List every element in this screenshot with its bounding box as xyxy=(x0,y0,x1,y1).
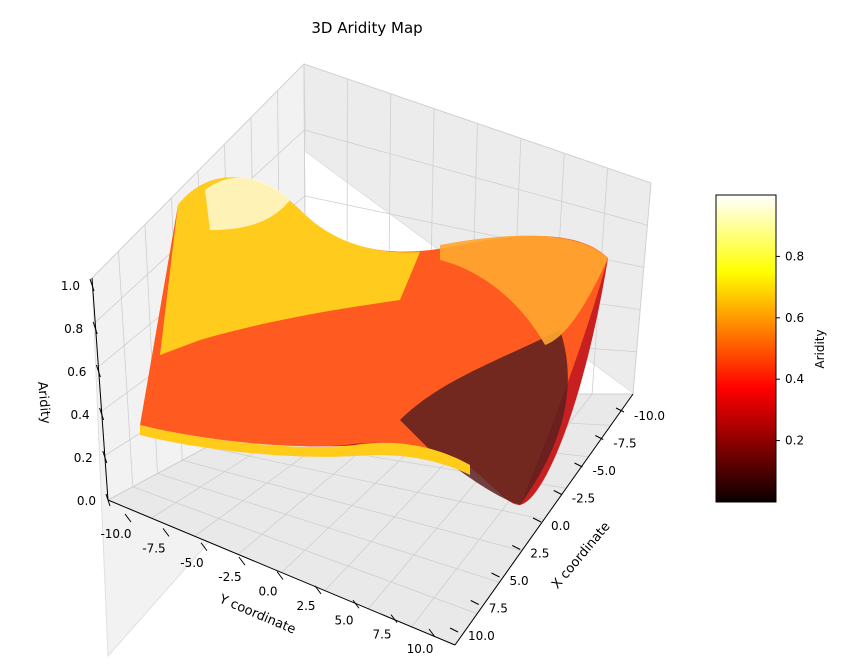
y-tick-label: -10.0 xyxy=(100,527,131,541)
surface-dark-trough xyxy=(400,330,568,505)
x-tick xyxy=(470,600,479,605)
y-axis-line xyxy=(107,499,456,646)
x-tick-label: 5.0 xyxy=(510,574,529,588)
colorbar-tick-label: 0.8 xyxy=(785,249,804,263)
colorbar-label: Aridity xyxy=(813,329,827,368)
surface-front-rim xyxy=(140,425,470,475)
z-axis-line xyxy=(91,277,109,501)
y-tick-label: 5.0 xyxy=(334,613,353,627)
y-tick xyxy=(352,599,360,609)
x-tick-label: 10.0 xyxy=(468,629,495,643)
x-tick xyxy=(449,627,459,633)
y-tick xyxy=(314,585,322,595)
wall-grid-line xyxy=(91,63,305,279)
z-tick-label: 0.6 xyxy=(67,365,86,379)
y-tick xyxy=(162,528,170,537)
floor-grid-line xyxy=(206,446,545,520)
chart-title: 3D Aridity Map xyxy=(311,19,422,37)
z-tick xyxy=(89,278,95,292)
z-tick xyxy=(95,364,101,378)
x-tick xyxy=(574,462,583,468)
colorbar-ticks: 0.2 0.4 0.6 0.8 xyxy=(776,249,804,448)
y-tick xyxy=(390,614,398,623)
x-tick xyxy=(553,490,562,495)
z-tick xyxy=(105,493,111,507)
axes xyxy=(91,277,634,646)
y-tick xyxy=(200,542,208,552)
z-tick-label: 0.2 xyxy=(74,451,93,465)
x-tick-label: 2.5 xyxy=(530,547,549,561)
colorbar-tick-label: 0.4 xyxy=(785,372,804,386)
y-tick xyxy=(276,571,284,580)
y-tick-label: 7.5 xyxy=(372,628,391,642)
x-axis-ticks: -10.0 -7.5 -5.0 -2.50.02.55.07.5 10.0 xyxy=(449,407,665,643)
z-tick-label: 0.4 xyxy=(71,408,90,422)
y-tick xyxy=(428,628,436,638)
colorbar-tick-label: 0.6 xyxy=(785,311,804,325)
y-tick xyxy=(124,513,132,523)
x-tick xyxy=(615,407,625,413)
y-axis-label: Y coordinate xyxy=(216,592,298,638)
y-tick-label: -5.0 xyxy=(180,556,203,570)
wall-grid-line xyxy=(304,129,648,226)
y-tick-label: 2.5 xyxy=(296,599,315,613)
x-tick-label: -7.5 xyxy=(613,437,636,451)
y-tick xyxy=(238,556,246,566)
z-tick xyxy=(92,321,98,335)
y-tick-label: -2.5 xyxy=(218,570,241,584)
surface xyxy=(140,177,608,505)
x-tick xyxy=(532,517,542,523)
y-tick-label: -7.5 xyxy=(142,541,165,555)
y-tick-label: 0.0 xyxy=(258,585,277,599)
z-tick-label: 0.8 xyxy=(64,322,83,336)
z-tick-label: 1.0 xyxy=(61,279,80,293)
y-tick-label: 10.0 xyxy=(407,642,434,656)
z-axis-ticks: 0.0 0.2 0.4 0.6 0.8 1.0 xyxy=(61,278,111,508)
z-axis-label: Aridity xyxy=(34,381,53,425)
colorbar: 0.2 0.4 0.6 0.8 Aridity xyxy=(715,194,827,503)
x-tick xyxy=(512,545,521,550)
x-tick-label: -2.5 xyxy=(572,492,595,506)
y-axis-ticks: -10.0 -7.5 -5.0 -2.5 0.0 2.5 5.0 7.5 10.0 xyxy=(100,513,436,656)
x-tick-label: -5.0 xyxy=(593,464,616,478)
x-axis-line xyxy=(454,393,634,646)
x-tick-label: -10.0 xyxy=(634,409,665,423)
surface-white-peak xyxy=(205,177,290,230)
z-tick-label: 0.0 xyxy=(77,494,96,508)
wall-grid-line xyxy=(632,182,652,395)
colorbar-gradient xyxy=(715,194,777,503)
z-tick xyxy=(99,407,105,421)
colorbar-tick-label: 0.2 xyxy=(785,434,804,448)
wall-grid-line xyxy=(303,63,652,184)
x-tick xyxy=(595,435,604,440)
surface-right-edge xyxy=(440,235,608,345)
z-tick xyxy=(102,450,108,464)
x-tick-label: 0.0 xyxy=(551,519,570,533)
x-tick xyxy=(491,572,500,578)
wall-grid-line xyxy=(118,251,134,487)
x-tick-label: 7.5 xyxy=(489,602,508,616)
